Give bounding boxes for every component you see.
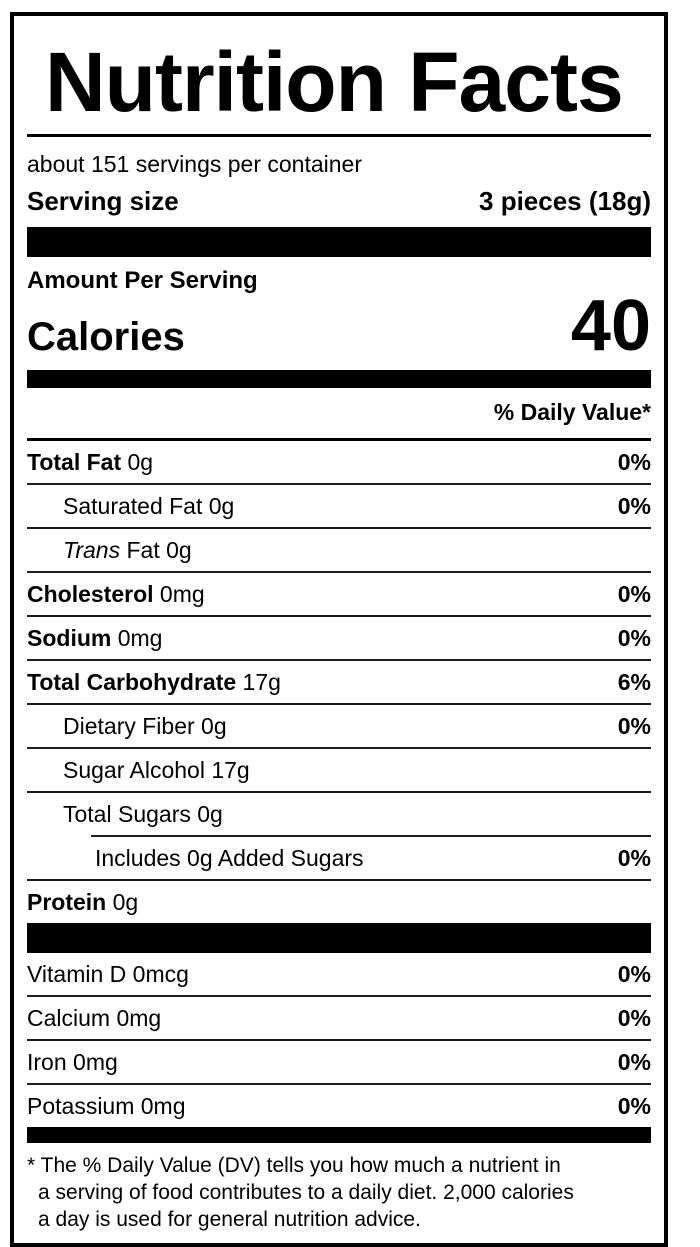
footnote-line: a serving of food contributes to a daily… xyxy=(38,1181,574,1204)
nutrient-name: Total Sugars 0g xyxy=(63,801,223,827)
vitamin-dv: 0% xyxy=(617,1093,651,1119)
vitamin-name: Vitamin D 0mcg xyxy=(27,961,189,987)
nutrient-name: Includes 0g Added Sugars xyxy=(95,845,364,871)
nutrient-rows: Total Fat 0g 0% Saturated Fat 0g 0% Tran… xyxy=(27,441,651,923)
daily-value-header: % Daily Value* xyxy=(27,388,651,441)
thick-divider-top xyxy=(27,227,651,257)
vitamin-row-calcium: Calcium 0mg 0% xyxy=(27,995,651,1039)
nutrient-dv: 0% xyxy=(617,625,651,651)
vitamin-rows: Vitamin D 0mcg 0% Calcium 0mg 0% Iron 0m… xyxy=(27,953,651,1127)
amount-per-serving-label: Amount Per Serving xyxy=(27,267,258,294)
vitamin-name: Potassium 0mg xyxy=(27,1093,186,1119)
nutrient-row-added-sugars: Includes 0g Added Sugars 0% xyxy=(27,835,651,879)
label-title: Nutrition Facts xyxy=(45,35,624,129)
vitamin-name: Iron 0mg xyxy=(27,1049,118,1075)
nutrient-name: Sugar Alcohol 17g xyxy=(63,757,250,783)
nutrient-row-total-fat: Total Fat 0g 0% xyxy=(27,441,651,483)
serving-size-value: 3 pieces (18g) xyxy=(479,186,651,216)
nutrient-dv: 0% xyxy=(617,449,651,475)
vitamin-dv: 0% xyxy=(617,1005,651,1031)
vitamin-dv: 0% xyxy=(617,961,651,987)
nutrient-name: Trans Fat 0g xyxy=(63,537,192,563)
nutrient-name: Total Carbohydrate 17g xyxy=(27,669,281,695)
medium-divider-footnote xyxy=(27,1127,651,1143)
nutrient-row-saturated-fat: Saturated Fat 0g 0% xyxy=(27,483,651,527)
vitamin-row-vitamin-d: Vitamin D 0mcg 0% xyxy=(27,953,651,995)
calories-value: 40 xyxy=(570,286,651,366)
nutrient-row-total-sugars: Total Sugars 0g xyxy=(27,791,651,835)
nutrient-dv: 0% xyxy=(617,713,651,739)
nutrient-name: Dietary Fiber 0g xyxy=(63,713,227,739)
calories-row: Calories 40 xyxy=(27,286,651,366)
nutrient-dv: 0% xyxy=(617,493,651,519)
nutrient-row-total-carbohydrate: Total Carbohydrate 17g 6% xyxy=(27,659,651,703)
title-divider xyxy=(27,134,651,137)
nutrition-facts-label: Nutrition Facts about 151 servings per c… xyxy=(10,12,668,1247)
nutrient-dv: 6% xyxy=(617,669,651,695)
medium-divider-calories xyxy=(27,370,651,388)
added-sugars-inner: Includes 0g Added Sugars 0% xyxy=(91,835,651,879)
nutrient-row-cholesterol: Cholesterol 0mg 0% xyxy=(27,571,651,615)
nutrient-dv: 0% xyxy=(617,845,651,871)
serving-size-label: Serving size xyxy=(27,186,179,216)
nutrient-row-dietary-fiber: Dietary Fiber 0g 0% xyxy=(27,703,651,747)
nutrient-row-protein: Protein 0g xyxy=(27,879,651,923)
nutrient-row-sugar-alcohol: Sugar Alcohol 17g xyxy=(27,747,651,791)
servings-per-container: about 151 servings per container xyxy=(27,151,362,177)
nutrient-row-trans-fat: Trans Fat 0g xyxy=(27,527,651,571)
vitamin-name: Calcium 0mg xyxy=(27,1005,162,1031)
thick-divider-vitamins xyxy=(27,923,651,953)
footnote-line: a day is used for general nutrition advi… xyxy=(38,1208,421,1231)
vitamin-row-potassium: Potassium 0mg 0% xyxy=(27,1083,651,1127)
vitamin-row-iron: Iron 0mg 0% xyxy=(27,1039,651,1083)
nutrient-name: Protein 0g xyxy=(27,889,139,915)
serving-size-row: Serving size 3 pieces (18g) xyxy=(27,186,651,217)
daily-value-footnote: * The % Daily Value (DV) tells you how m… xyxy=(27,1143,651,1233)
nutrient-name: Cholesterol 0mg xyxy=(27,581,205,607)
nutrient-name: Total Fat 0g xyxy=(27,449,154,475)
nutrient-row-sodium: Sodium 0mg 0% xyxy=(27,615,651,659)
nutrient-name: Sodium 0mg xyxy=(27,625,163,651)
vitamin-dv: 0% xyxy=(617,1049,651,1075)
calories-label: Calories xyxy=(27,315,185,359)
nutrient-dv: 0% xyxy=(617,581,651,607)
nutrient-name: Saturated Fat 0g xyxy=(63,493,235,519)
footnote-line: * The % Daily Value (DV) tells you how m… xyxy=(27,1154,561,1177)
